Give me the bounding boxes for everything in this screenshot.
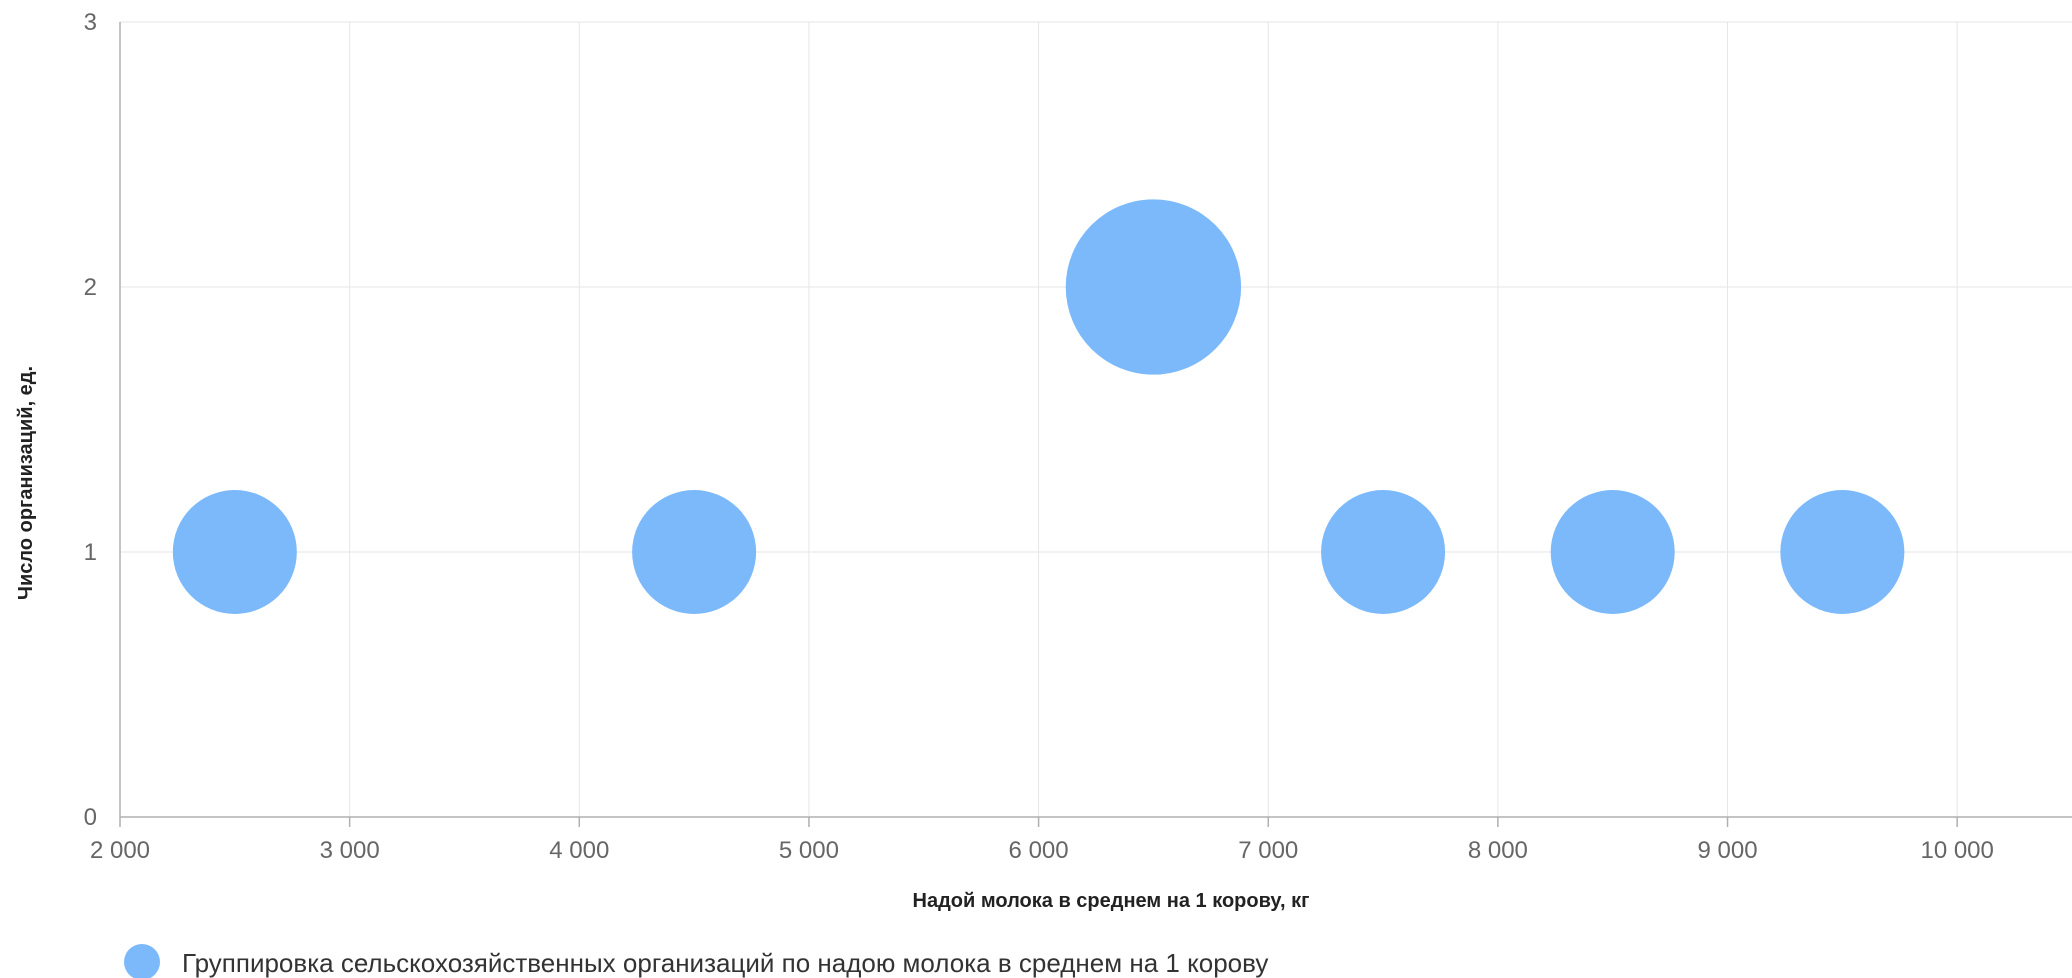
data-bubble[interactable] (1780, 490, 1905, 614)
x-axis-title: Надой молока в среднем на 1 корову, кг (913, 890, 1310, 912)
label-layer: 2 000 3 000 4 000 5 000 6 000 7 000 8 000 9 000… (84, 9, 1994, 864)
x-tick-label: 3 000 (320, 837, 380, 864)
y-tick-label: 1 (84, 539, 97, 566)
data-bubble[interactable] (1065, 199, 1242, 375)
y-tick-label: 2 (84, 274, 97, 301)
data-bubble[interactable] (1321, 490, 1446, 614)
axis-layer (119, 22, 2072, 827)
x-tick-label: 10 000 (1920, 837, 1993, 864)
bubble-layer (172, 199, 1905, 614)
x-tick-label: 9 000 (1697, 837, 1757, 864)
x-tick-label: 2 000 (90, 837, 150, 864)
y-tick-label: 3 (84, 9, 97, 36)
legend-item-label: Группировка сельскохозяйственных организ… (182, 948, 1268, 978)
y-tick-label: 0 (84, 804, 97, 831)
x-tick-label: 7 000 (1238, 837, 1298, 864)
data-bubble[interactable] (172, 490, 297, 614)
grid-layer (120, 21, 2072, 817)
x-tick-label: 5 000 (779, 837, 839, 864)
x-tick-label: 6 000 (1009, 837, 1069, 864)
legend[interactable]: Группировка сельскохозяйственных организ… (124, 944, 1268, 978)
legend-symbol-icon (124, 944, 160, 978)
x-tick-label: 4 000 (549, 837, 609, 864)
y-axis-title: Число организаций, ед. (15, 366, 37, 600)
data-bubble[interactable] (632, 490, 757, 614)
x-tick-label: 8 000 (1468, 837, 1528, 864)
data-bubble[interactable] (1550, 490, 1675, 614)
